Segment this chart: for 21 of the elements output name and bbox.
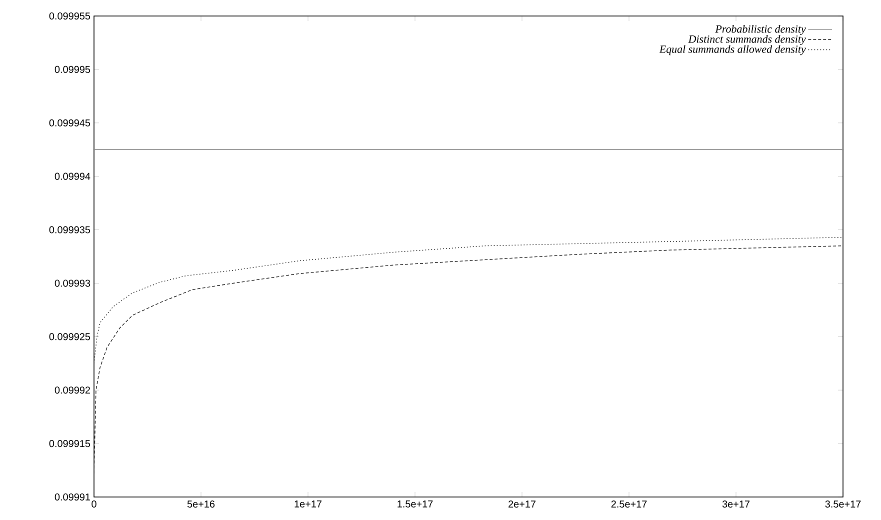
x-tick-label: 1.5e+17 <box>398 500 433 508</box>
y-tick-label: 0.09993 <box>54 280 90 287</box>
y-tick-label: 0.099955 <box>49 12 90 20</box>
legend-label: Probabilistic density <box>715 25 806 35</box>
y-tick-label: 0.09995 <box>54 66 90 73</box>
y-tick-label: 0.09994 <box>54 172 90 180</box>
legend-label: Equal summands allowed density <box>659 45 806 56</box>
x-tick-label: 3.5e+17 <box>825 500 861 508</box>
x-tick-label: 1e+17 <box>294 500 322 508</box>
y-tick-label: 0.099945 <box>49 119 90 126</box>
y-tick-label: 0.09992 <box>54 386 90 394</box>
y-tick-label: 0.09991 <box>54 493 90 501</box>
x-tick-label: 3e+17 <box>722 500 750 508</box>
x-tick-label: 2.5e+17 <box>611 500 647 508</box>
x-tick-label: 0 <box>92 500 96 508</box>
x-tick-label: 2e+17 <box>508 500 536 508</box>
x-tick-label: 5e+16 <box>187 500 215 508</box>
y-tick-label: 0.099915 <box>49 440 90 448</box>
legend-label: Distinct summands density <box>688 35 806 46</box>
y-tick-label: 0.099925 <box>49 333 90 340</box>
y-tick-label: 0.099935 <box>49 226 90 234</box>
